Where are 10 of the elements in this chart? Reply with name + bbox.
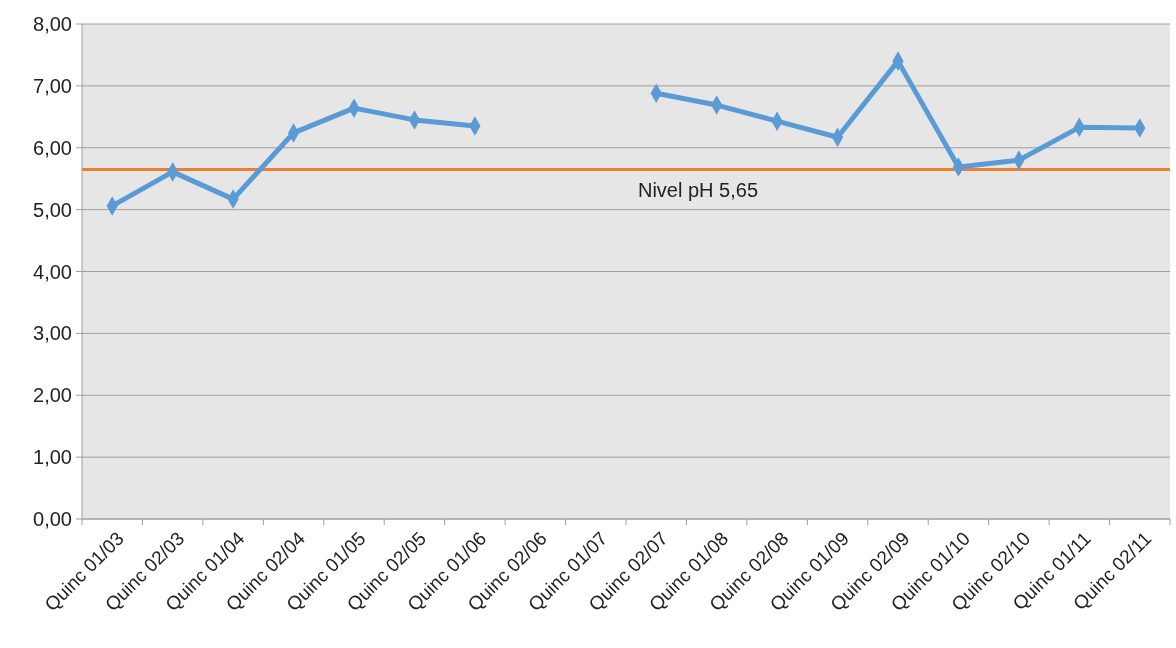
y-tick-label: 2,00 <box>33 384 72 407</box>
y-tick-label: 4,00 <box>33 260 72 283</box>
y-tick-label: 1,00 <box>33 446 72 469</box>
y-tick-label: 5,00 <box>33 198 72 221</box>
y-tick-label: 7,00 <box>33 74 72 97</box>
y-tick-label: 8,00 <box>33 13 72 35</box>
y-tick-label: 6,00 <box>33 136 72 159</box>
y-tick-label: 0,00 <box>33 508 72 530</box>
ref-line-label: Nivel pH 5,65 <box>637 179 759 202</box>
y-tick-label: 3,00 <box>33 322 72 345</box>
